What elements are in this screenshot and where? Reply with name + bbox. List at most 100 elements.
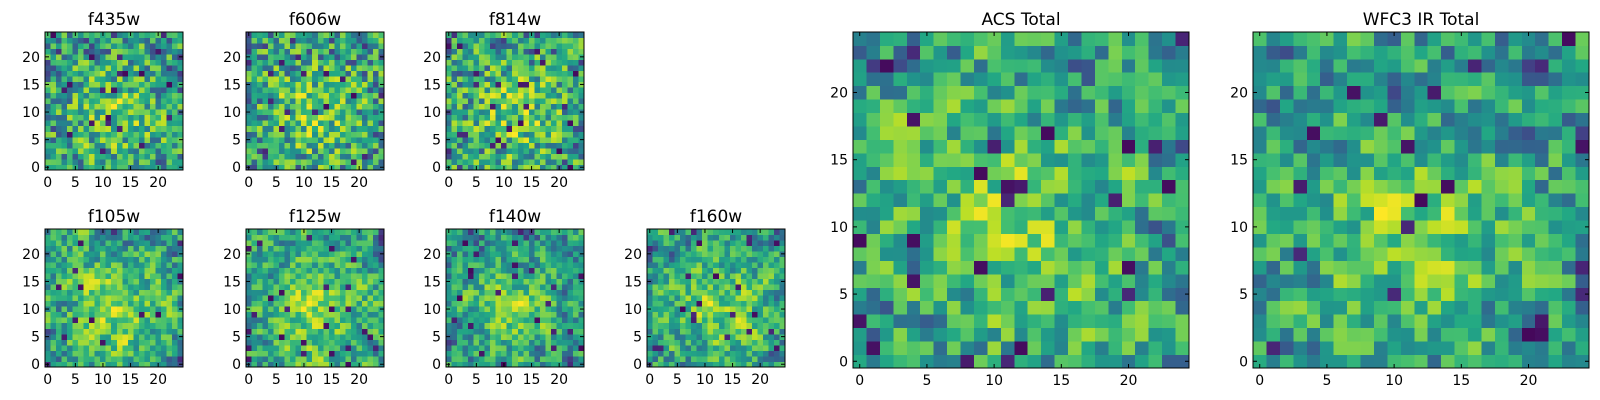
- heatmap-cell: [1121, 233, 1136, 248]
- heatmap-cell: [166, 355, 173, 362]
- heatmap-cell: [350, 98, 357, 105]
- heatmap-cell: [457, 43, 463, 49]
- heatmap-cell: [578, 289, 585, 296]
- heatmap-cell: [50, 284, 57, 291]
- heatmap-cell: [72, 355, 79, 362]
- heatmap-cell: [933, 247, 948, 261]
- heatmap-cell: [122, 317, 129, 324]
- heatmap-cell: [866, 233, 881, 248]
- heatmap-cell: [273, 350, 280, 357]
- heatmap-cell: [479, 92, 486, 99]
- heatmap-cell: [350, 229, 357, 235]
- heatmap-cell: [729, 306, 736, 313]
- heatmap-cell: [56, 158, 62, 165]
- heatmap-cell: [116, 142, 123, 149]
- heatmap-cell: [707, 284, 714, 291]
- heatmap-cell: [149, 98, 156, 105]
- heatmap-cell: [372, 350, 379, 357]
- heatmap-cell: [768, 344, 775, 351]
- heatmap-cell: [893, 220, 908, 234]
- heatmap-cell: [718, 284, 725, 291]
- heatmap-cell: [317, 262, 324, 269]
- heatmap-cell: [94, 103, 101, 110]
- heatmap-cell: [572, 48, 579, 55]
- heatmap-cell: [284, 267, 291, 274]
- heatmap-cell: [696, 306, 703, 313]
- heatmap-cell: [751, 300, 758, 307]
- heatmap-cell: [539, 136, 546, 143]
- heatmap-cell: [685, 344, 692, 351]
- heatmap-cell: [490, 87, 497, 94]
- heatmap-cell: [528, 142, 535, 149]
- heatmap-cell: [350, 350, 357, 357]
- heatmap-cell: [100, 136, 107, 143]
- heatmap-cell: [740, 355, 747, 362]
- heatmap-cell: [105, 153, 112, 160]
- heatmap-cell: [295, 37, 302, 44]
- heatmap-cell: [279, 153, 286, 160]
- heatmap-cell: [718, 240, 725, 246]
- heatmap-cell: [246, 267, 252, 274]
- heatmap-cell: [160, 306, 167, 313]
- heatmap-cell: [545, 350, 552, 357]
- heatmap-cell: [534, 81, 541, 88]
- heatmap-cell: [539, 158, 546, 165]
- heatmap-cell: [378, 131, 385, 138]
- heatmap-cell: [696, 278, 703, 285]
- heatmap-cell: [67, 131, 73, 138]
- heatmap-cell: [149, 147, 156, 154]
- heatmap-cell: [306, 251, 313, 257]
- heatmap-cell: [578, 339, 585, 346]
- heatmap-cell: [490, 114, 497, 121]
- heatmap-cell: [567, 339, 574, 346]
- heatmap-cell: [879, 166, 894, 181]
- heatmap-cell: [468, 344, 474, 351]
- heatmap-cell: [372, 344, 379, 351]
- heatmap-cell: [1081, 179, 1096, 194]
- heatmap-cell: [729, 278, 736, 285]
- heatmap-cell: [312, 70, 319, 77]
- heatmap-cell: [367, 245, 374, 252]
- heatmap-cell: [567, 136, 574, 143]
- heatmap-cell: [89, 87, 96, 94]
- heatmap-cell: [45, 295, 51, 302]
- heatmap-cell: [56, 311, 62, 318]
- heatmap-cell: [312, 273, 319, 280]
- heatmap-cell: [853, 273, 867, 288]
- heatmap-cell: [94, 234, 101, 241]
- heatmap-cell: [328, 355, 335, 362]
- heatmap-cell: [279, 120, 286, 127]
- heatmap-cell: [50, 164, 57, 171]
- heatmap-cell: [290, 355, 297, 362]
- heatmap-cell: [567, 278, 574, 285]
- heatmap-cell: [680, 234, 687, 241]
- heatmap-cell: [273, 136, 280, 143]
- heatmap-cell: [674, 267, 681, 274]
- heatmap-cell: [572, 32, 579, 38]
- heatmap-cell: [56, 147, 62, 154]
- heatmap-cell: [100, 245, 107, 252]
- heatmap-cell: [561, 76, 568, 83]
- heatmap-cell: [490, 54, 497, 60]
- heatmap-cell: [512, 284, 519, 291]
- heatmap-cell: [561, 153, 568, 160]
- heatmap-cell: [100, 267, 107, 274]
- heatmap-cell: [339, 147, 346, 154]
- heatmap-cell: [539, 311, 546, 318]
- heatmap-cell: [323, 120, 330, 127]
- heatmap-cell: [545, 311, 552, 318]
- heatmap-cell: [83, 114, 90, 121]
- heatmap-cell: [149, 267, 156, 274]
- heatmap-cell: [669, 311, 675, 318]
- heatmap-cell: [512, 251, 519, 257]
- heatmap-cell: [246, 103, 252, 110]
- heatmap-cell: [50, 131, 57, 138]
- heatmap-cell: [56, 65, 62, 72]
- heatmap-cell: [290, 306, 297, 313]
- heatmap-cell: [484, 109, 491, 116]
- heatmap-cell: [160, 333, 167, 340]
- heatmap-cell: [301, 70, 308, 77]
- heatmap-cell: [866, 341, 881, 355]
- heatmap-cell: [550, 284, 557, 291]
